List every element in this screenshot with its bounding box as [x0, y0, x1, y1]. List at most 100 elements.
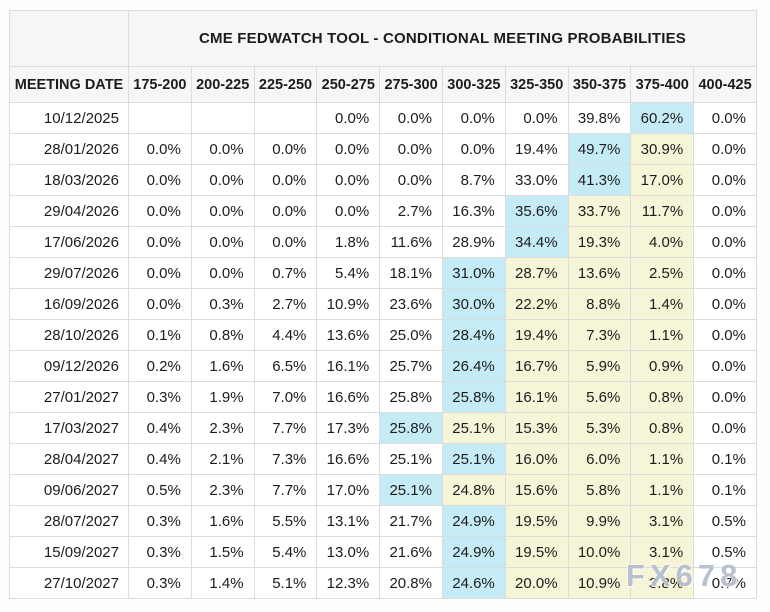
probability-cell: 0.0%: [190, 195, 255, 227]
probability-cell: 0.1%: [693, 474, 757, 506]
probability-cell: 0.0%: [693, 319, 757, 351]
table-title: CME FEDWATCH TOOL - CONDITIONAL MEETING …: [128, 10, 757, 67]
probability-cell: 0.8%: [630, 412, 695, 444]
probability-cell: 28.4%: [441, 319, 506, 351]
title-row: CME FEDWATCH TOOL - CONDITIONAL MEETING …: [9, 10, 757, 67]
probability-cell: 49.7%: [567, 133, 632, 165]
probability-cell: 25.1%: [441, 443, 506, 475]
probability-cell: 10.9%: [567, 567, 632, 599]
meeting-date-cell: 28/01/2026: [9, 133, 129, 165]
probability-cell: 24.8%: [441, 474, 506, 506]
probability-cell: 5.5%: [253, 505, 318, 537]
probability-cell: 17.0%: [316, 474, 381, 506]
rate-bin-header: 350-375: [567, 66, 632, 103]
probability-cell: 12.3%: [316, 567, 381, 599]
probability-cell: 39.8%: [567, 102, 632, 134]
table-row: 27/10/2027 0.3% 1.4% 5.1% 12.3% 20.8% 24.6% 20.…: [9, 567, 757, 599]
table-row: 16/09/2026 0.0% 0.3% 2.7% 10.9% 23.6% 30.0% 22.…: [9, 288, 757, 320]
probability-cell: 7.0%: [253, 381, 318, 413]
probability-cell: 16.1%: [316, 350, 381, 382]
probability-cell: 0.0%: [128, 133, 192, 165]
probability-cell: 11.6%: [379, 226, 443, 258]
meeting-date-cell: 28/10/2026: [9, 319, 129, 351]
probability-cell: 25.1%: [379, 474, 443, 506]
corner-cell: [9, 10, 129, 67]
probability-cell: 2.3%: [190, 474, 255, 506]
table-row: 29/04/2026 0.0% 0.0% 0.0% 0.0% 2.7% 16.3% 35.6%…: [9, 195, 757, 227]
probability-cell: 0.0%: [693, 412, 757, 444]
probability-cell: 0.4%: [128, 443, 192, 475]
probability-cell: 35.6%: [504, 195, 569, 227]
meeting-date-cell: 17/03/2027: [9, 412, 129, 444]
probability-cell: 33.0%: [504, 164, 569, 196]
probability-cell: 19.5%: [504, 505, 569, 537]
probability-cell: 1.1%: [630, 474, 695, 506]
probability-cell: 4.0%: [630, 226, 695, 258]
probability-cell: 0.0%: [128, 226, 192, 258]
probability-cell: 25.1%: [379, 443, 443, 475]
probability-cell: 25.8%: [441, 381, 506, 413]
probability-cell: 0.5%: [693, 505, 757, 537]
probability-cell: 28.7%: [504, 257, 569, 289]
probability-cell: 0.5%: [128, 474, 192, 506]
probability-cell: 0.0%: [253, 164, 318, 196]
probability-cell: 1.9%: [190, 381, 255, 413]
probability-cell: 0.0%: [504, 102, 569, 134]
probability-cell: 0.0%: [316, 195, 381, 227]
probability-cell: 34.4%: [504, 226, 569, 258]
probability-cell: 0.0%: [253, 133, 318, 165]
probability-cell: 24.6%: [441, 567, 506, 599]
probability-cell: 0.2%: [128, 350, 192, 382]
meeting-date-cell: 27/10/2027: [9, 567, 129, 599]
probability-cell: 0.0%: [316, 133, 381, 165]
probability-cell: 8.7%: [441, 164, 506, 196]
probability-cell: 23.6%: [379, 288, 443, 320]
probability-cell: 2.7%: [379, 195, 443, 227]
probability-cell: 17.3%: [316, 412, 381, 444]
probability-cell: 30.9%: [630, 133, 695, 165]
rate-bin-header: 225-250: [253, 66, 318, 103]
meeting-date-cell: 16/09/2026: [9, 288, 129, 320]
probability-cell: 6.0%: [567, 443, 632, 475]
probability-cell: 30.0%: [441, 288, 506, 320]
meeting-date-cell: 09/06/2027: [9, 474, 129, 506]
probability-cell: 3.1%: [630, 505, 695, 537]
probability-cell: 0.0%: [190, 133, 255, 165]
table-row: 27/01/2027 0.3% 1.9% 7.0% 16.6% 25.8% 25.8% 16.…: [9, 381, 757, 413]
probability-table-body: 10/12/2025 0.0% 0.0% 0.0% 0.0% 39.8% 60.2% 0.0%…: [9, 102, 757, 599]
probability-cell: 25.1%: [441, 412, 506, 444]
meeting-date-cell: 28/04/2027: [9, 443, 129, 475]
probability-cell: 13.1%: [316, 505, 381, 537]
meeting-date-cell: 10/12/2025: [9, 102, 129, 134]
probability-cell: [190, 102, 255, 134]
probability-cell: 16.0%: [504, 443, 569, 475]
probability-cell: 8.8%: [567, 288, 632, 320]
probability-cell: 0.3%: [128, 505, 192, 537]
probability-cell: 0.5%: [693, 536, 757, 568]
probability-cell: 5.4%: [316, 257, 381, 289]
column-header-row: MEETING DATE 175-200 200-225 225-250 250-27…: [9, 66, 757, 103]
probability-cell: 0.0%: [316, 164, 381, 196]
rate-bin-header: 300-325: [441, 66, 506, 103]
probability-cell: 0.0%: [253, 195, 318, 227]
probability-cell: 19.4%: [504, 133, 569, 165]
meeting-date-cell: 15/09/2027: [9, 536, 129, 568]
probability-cell: 0.9%: [630, 350, 695, 382]
probability-cell: 31.0%: [441, 257, 506, 289]
probability-cell: 0.0%: [693, 102, 757, 134]
meeting-date-cell: 29/07/2026: [9, 257, 129, 289]
probability-cell: 0.0%: [128, 257, 192, 289]
probability-cell: 1.4%: [630, 288, 695, 320]
probability-cell: 0.0%: [128, 288, 192, 320]
probability-cell: 6.5%: [253, 350, 318, 382]
probability-cell: 0.1%: [128, 319, 192, 351]
probability-cell: 0.3%: [128, 536, 192, 568]
probability-cell: 26.4%: [441, 350, 506, 382]
probability-cell: 1.6%: [190, 350, 255, 382]
rate-bin-header: 325-350: [504, 66, 569, 103]
table-row: 09/06/2027 0.5% 2.3% 7.7% 17.0% 25.1% 24.8% 15.…: [9, 474, 757, 506]
table-row: 28/04/2027 0.4% 2.1% 7.3% 16.6% 25.1% 25.1% 16.…: [9, 443, 757, 475]
probability-cell: 2.7%: [253, 288, 318, 320]
probability-cell: 15.3%: [504, 412, 569, 444]
